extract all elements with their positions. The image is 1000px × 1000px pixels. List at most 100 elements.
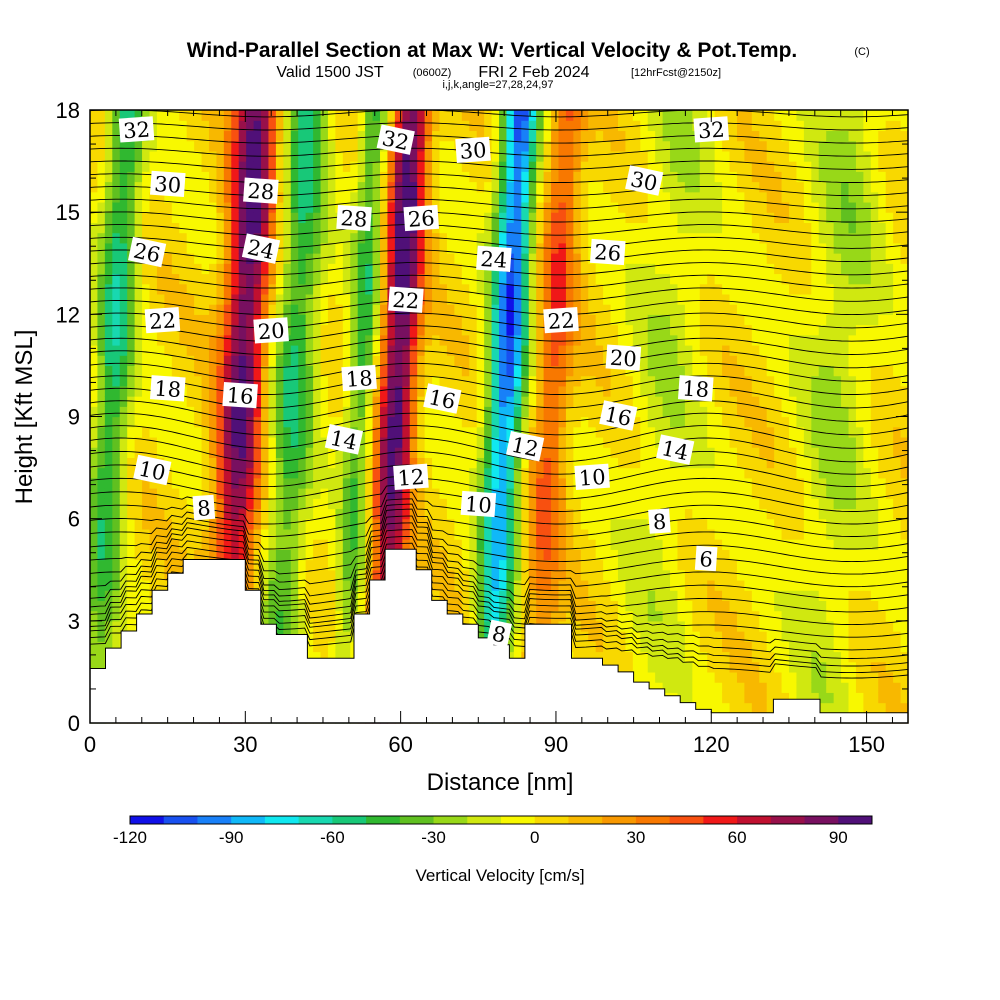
w-cell [201,355,210,367]
w-cell [387,457,396,469]
w-cell [484,161,493,172]
w-cell [424,273,433,285]
w-cell [439,355,448,367]
w-cell [476,161,485,172]
w-cell [461,314,470,326]
w-cell [171,539,180,550]
w-cell [513,426,522,438]
w-cell [119,416,128,428]
w-cell [439,416,448,428]
w-cell [179,498,188,510]
w-cell [335,477,344,489]
w-cell [104,212,113,223]
w-cell [216,181,225,193]
w-cell [647,528,656,540]
w-cell [677,518,686,530]
w-cell [201,232,210,244]
w-cell [647,293,656,305]
w-cell [588,263,597,275]
w-cell [231,140,240,152]
w-cell [90,150,99,162]
w-cell [536,590,545,601]
w-cell [499,314,508,326]
w-cell [365,140,374,152]
w-cell [424,191,433,203]
w-cell [380,416,389,428]
w-cell [402,242,411,254]
w-cell [261,201,270,213]
w-cell [692,334,701,346]
w-cell [573,344,582,356]
w-cell [201,314,210,326]
w-cell [670,477,679,489]
w-cell [476,549,485,561]
w-cell [134,293,143,305]
w-cell [216,477,225,489]
w-cell [402,488,411,499]
w-cell [551,436,560,448]
w-cell [677,467,686,479]
w-cell [104,518,113,530]
w-cell [595,324,604,336]
w-cell [275,355,284,367]
w-cell [565,590,574,601]
w-cell [506,120,515,132]
w-cell [684,508,693,520]
w-cell [603,150,612,162]
w-cell [692,344,701,356]
w-cell [112,457,121,469]
w-cell [647,201,656,213]
w-cell [112,569,121,581]
w-cell [551,222,560,234]
w-cell [134,365,143,377]
w-cell [670,416,679,428]
w-cell [461,467,470,479]
w-cell [662,416,671,428]
w-cell [186,140,195,152]
w-cell [640,201,649,213]
w-cell [670,375,679,387]
w-cell [461,161,470,172]
w-cell [699,191,708,203]
w-cell [104,436,113,448]
w-cell [595,518,604,530]
w-cell [580,365,589,377]
w-cell [491,426,500,438]
w-cell [171,130,180,142]
w-cell [90,161,99,172]
w-cell [603,314,612,326]
w-cell [327,385,336,397]
w-cell [573,385,582,397]
w-cell [580,375,589,387]
w-cell [313,528,322,540]
w-cell [528,283,537,295]
w-cell [513,651,522,663]
w-cell [558,171,567,183]
w-cell [409,140,418,152]
w-cell [119,508,128,520]
w-cell [640,283,649,295]
w-cell [149,191,158,203]
w-cell [662,488,671,499]
w-cell [201,181,210,193]
w-cell [171,293,180,305]
w-cell [640,130,649,142]
w-cell [335,130,344,142]
w-cell [670,631,679,642]
w-cell [194,314,203,326]
w-cell [573,304,582,315]
w-cell [432,304,441,315]
w-cell [417,344,426,356]
w-cell [320,130,329,142]
w-cell [491,375,500,387]
w-cell [268,539,277,550]
w-cell [380,242,389,254]
w-cell [610,140,619,152]
w-cell [357,140,366,152]
w-cell [201,273,210,285]
w-cell [647,130,656,142]
w-cell [454,426,463,438]
w-cell [692,467,701,479]
w-cell [201,488,210,499]
w-cell [409,457,418,469]
